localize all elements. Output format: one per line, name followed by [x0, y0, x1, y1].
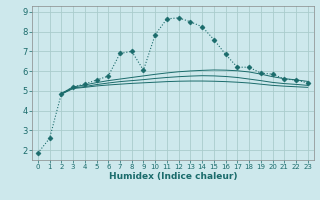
X-axis label: Humidex (Indice chaleur): Humidex (Indice chaleur): [108, 172, 237, 181]
